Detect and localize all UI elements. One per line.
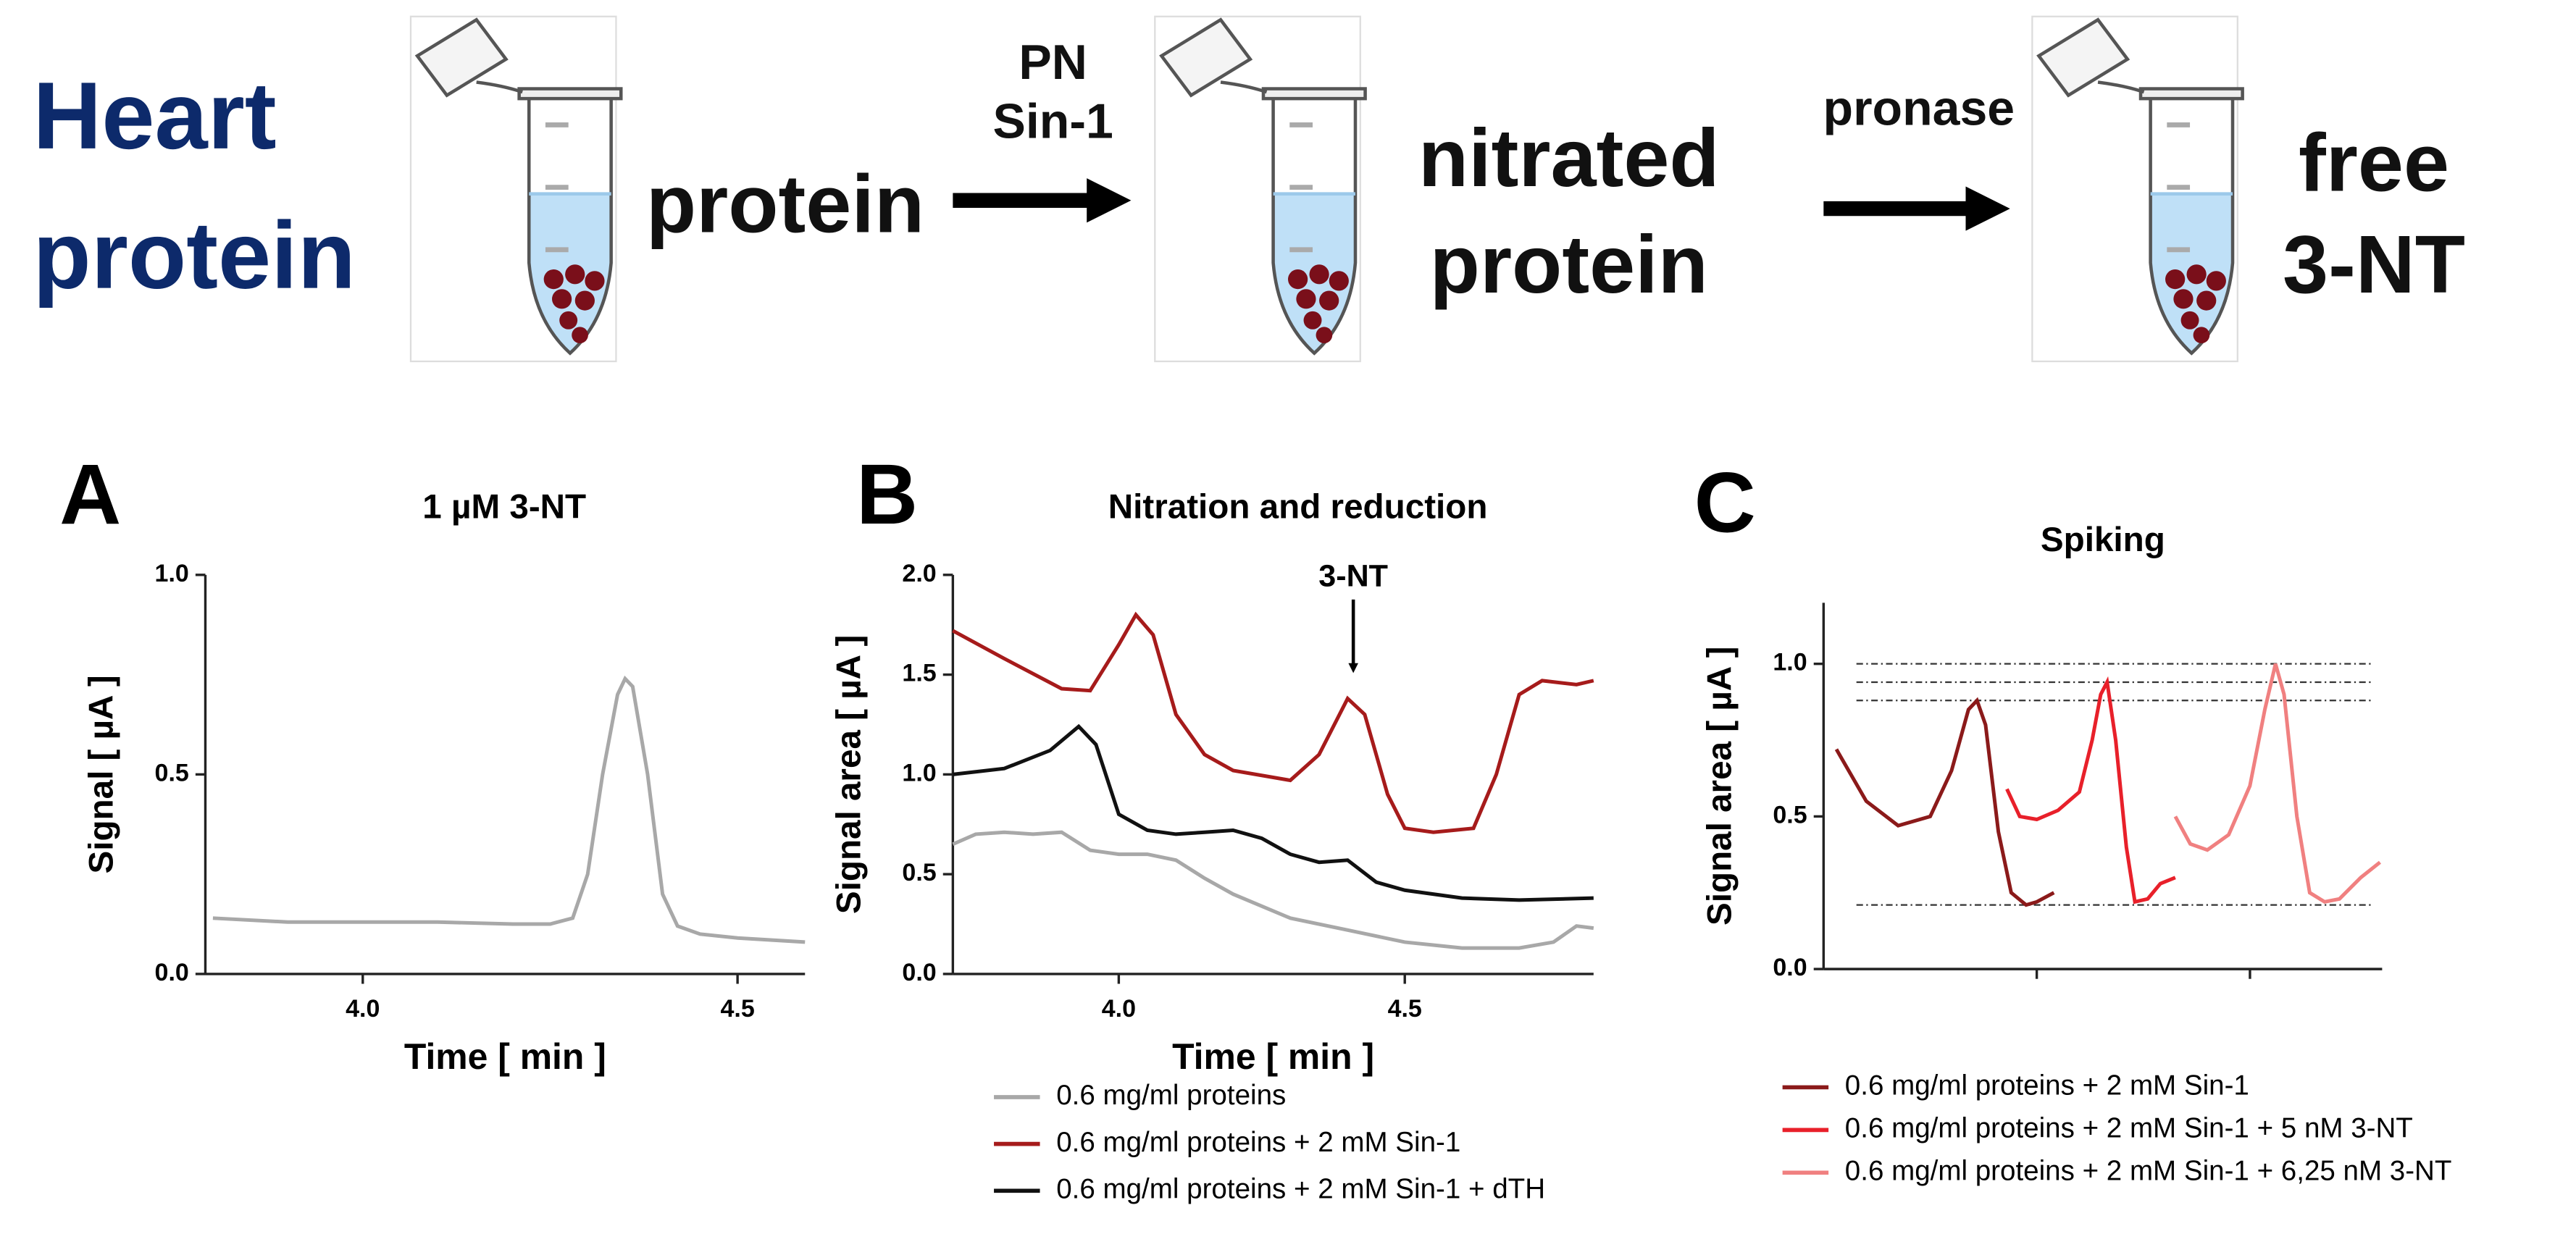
tube-icon: [2032, 17, 2242, 361]
x-axis-label: Time [ min ]: [404, 1036, 606, 1077]
y-tick-label: 1.0: [902, 759, 936, 786]
legend-label: 0.6 mg/ml proteins + 2 mM Sin-1: [1845, 1070, 2249, 1101]
y-tick-label: 1.0: [1773, 649, 1807, 676]
chart-title: Nitration and reduction: [1108, 488, 1488, 526]
y-tick-label: 1.0: [155, 560, 189, 587]
scheme-step: protein: [646, 158, 924, 250]
x-tick-label: 4.0: [346, 995, 380, 1023]
scheme-reagent: Sin-1: [993, 93, 1113, 148]
scheme-step: nitrated: [1418, 112, 1720, 204]
legend-label: 0.6 mg/ml proteins + 2 mM Sin-1: [1056, 1127, 1460, 1158]
data-line: [952, 611, 1594, 834]
y-tick-label: 2.0: [902, 560, 936, 587]
annotation: 3-NT: [1318, 559, 1388, 594]
y-tick-label: 0.5: [155, 759, 189, 786]
x-tick-label: 4.0: [1102, 995, 1136, 1023]
data-line: [212, 675, 806, 944]
legend-label: 0.6 mg/ml proteins + 2 mM Sin-1 + dTH: [1056, 1173, 1545, 1204]
scheme-reagent: pronase: [1823, 80, 2015, 135]
scheme-reagent: PN: [1019, 35, 1087, 90]
scheme-step: free: [2299, 117, 2449, 209]
x-tick-label: 4.5: [1388, 995, 1422, 1023]
tube-icon: [411, 17, 621, 361]
tube-icon: [1155, 17, 1365, 361]
legend-label: 0.6 mg/ml proteins + 2 mM Sin-1 + 5 nM 3…: [1845, 1113, 2413, 1144]
scheme-step: 3-NT: [2283, 219, 2465, 311]
data-line: [2173, 663, 2381, 904]
scheme-start: protein: [33, 202, 356, 308]
scheme-step: protein: [1430, 219, 1708, 311]
y-tick-label: 0.0: [155, 959, 189, 986]
panel-letter: C: [1694, 454, 1756, 550]
x-tick-label: 4.5: [720, 995, 754, 1023]
y-axis-label: Signal area [ µA ]: [1700, 647, 1739, 926]
y-tick-label: 0.5: [902, 859, 936, 886]
y-axis-label: Signal [ µA ]: [82, 675, 120, 873]
data-line: [952, 830, 1594, 950]
scheme-start: Heart: [33, 62, 276, 169]
y-tick-label: 1.5: [902, 660, 936, 687]
y-axis-label: Signal area [ µA ]: [829, 635, 868, 914]
y-tick-label: 0.0: [1773, 954, 1807, 981]
y-tick-label: 0.5: [1773, 801, 1807, 828]
data-line: [1834, 697, 2055, 907]
legend-label: 0.6 mg/ml proteins: [1056, 1080, 1286, 1111]
panel-letter: A: [59, 446, 121, 542]
data-line: [2005, 676, 2176, 904]
chart-title: Spiking: [2041, 521, 2165, 559]
data-line: [953, 723, 1594, 902]
x-axis-label: Time [ min ]: [1172, 1036, 1374, 1077]
legend-label: 0.6 mg/ml proteins + 2 mM Sin-1 + 6,25 n…: [1845, 1156, 2452, 1187]
chart-title: 1 µM 3-NT: [422, 488, 586, 526]
panel-letter: B: [856, 446, 918, 542]
y-tick-label: 0.0: [902, 959, 936, 986]
